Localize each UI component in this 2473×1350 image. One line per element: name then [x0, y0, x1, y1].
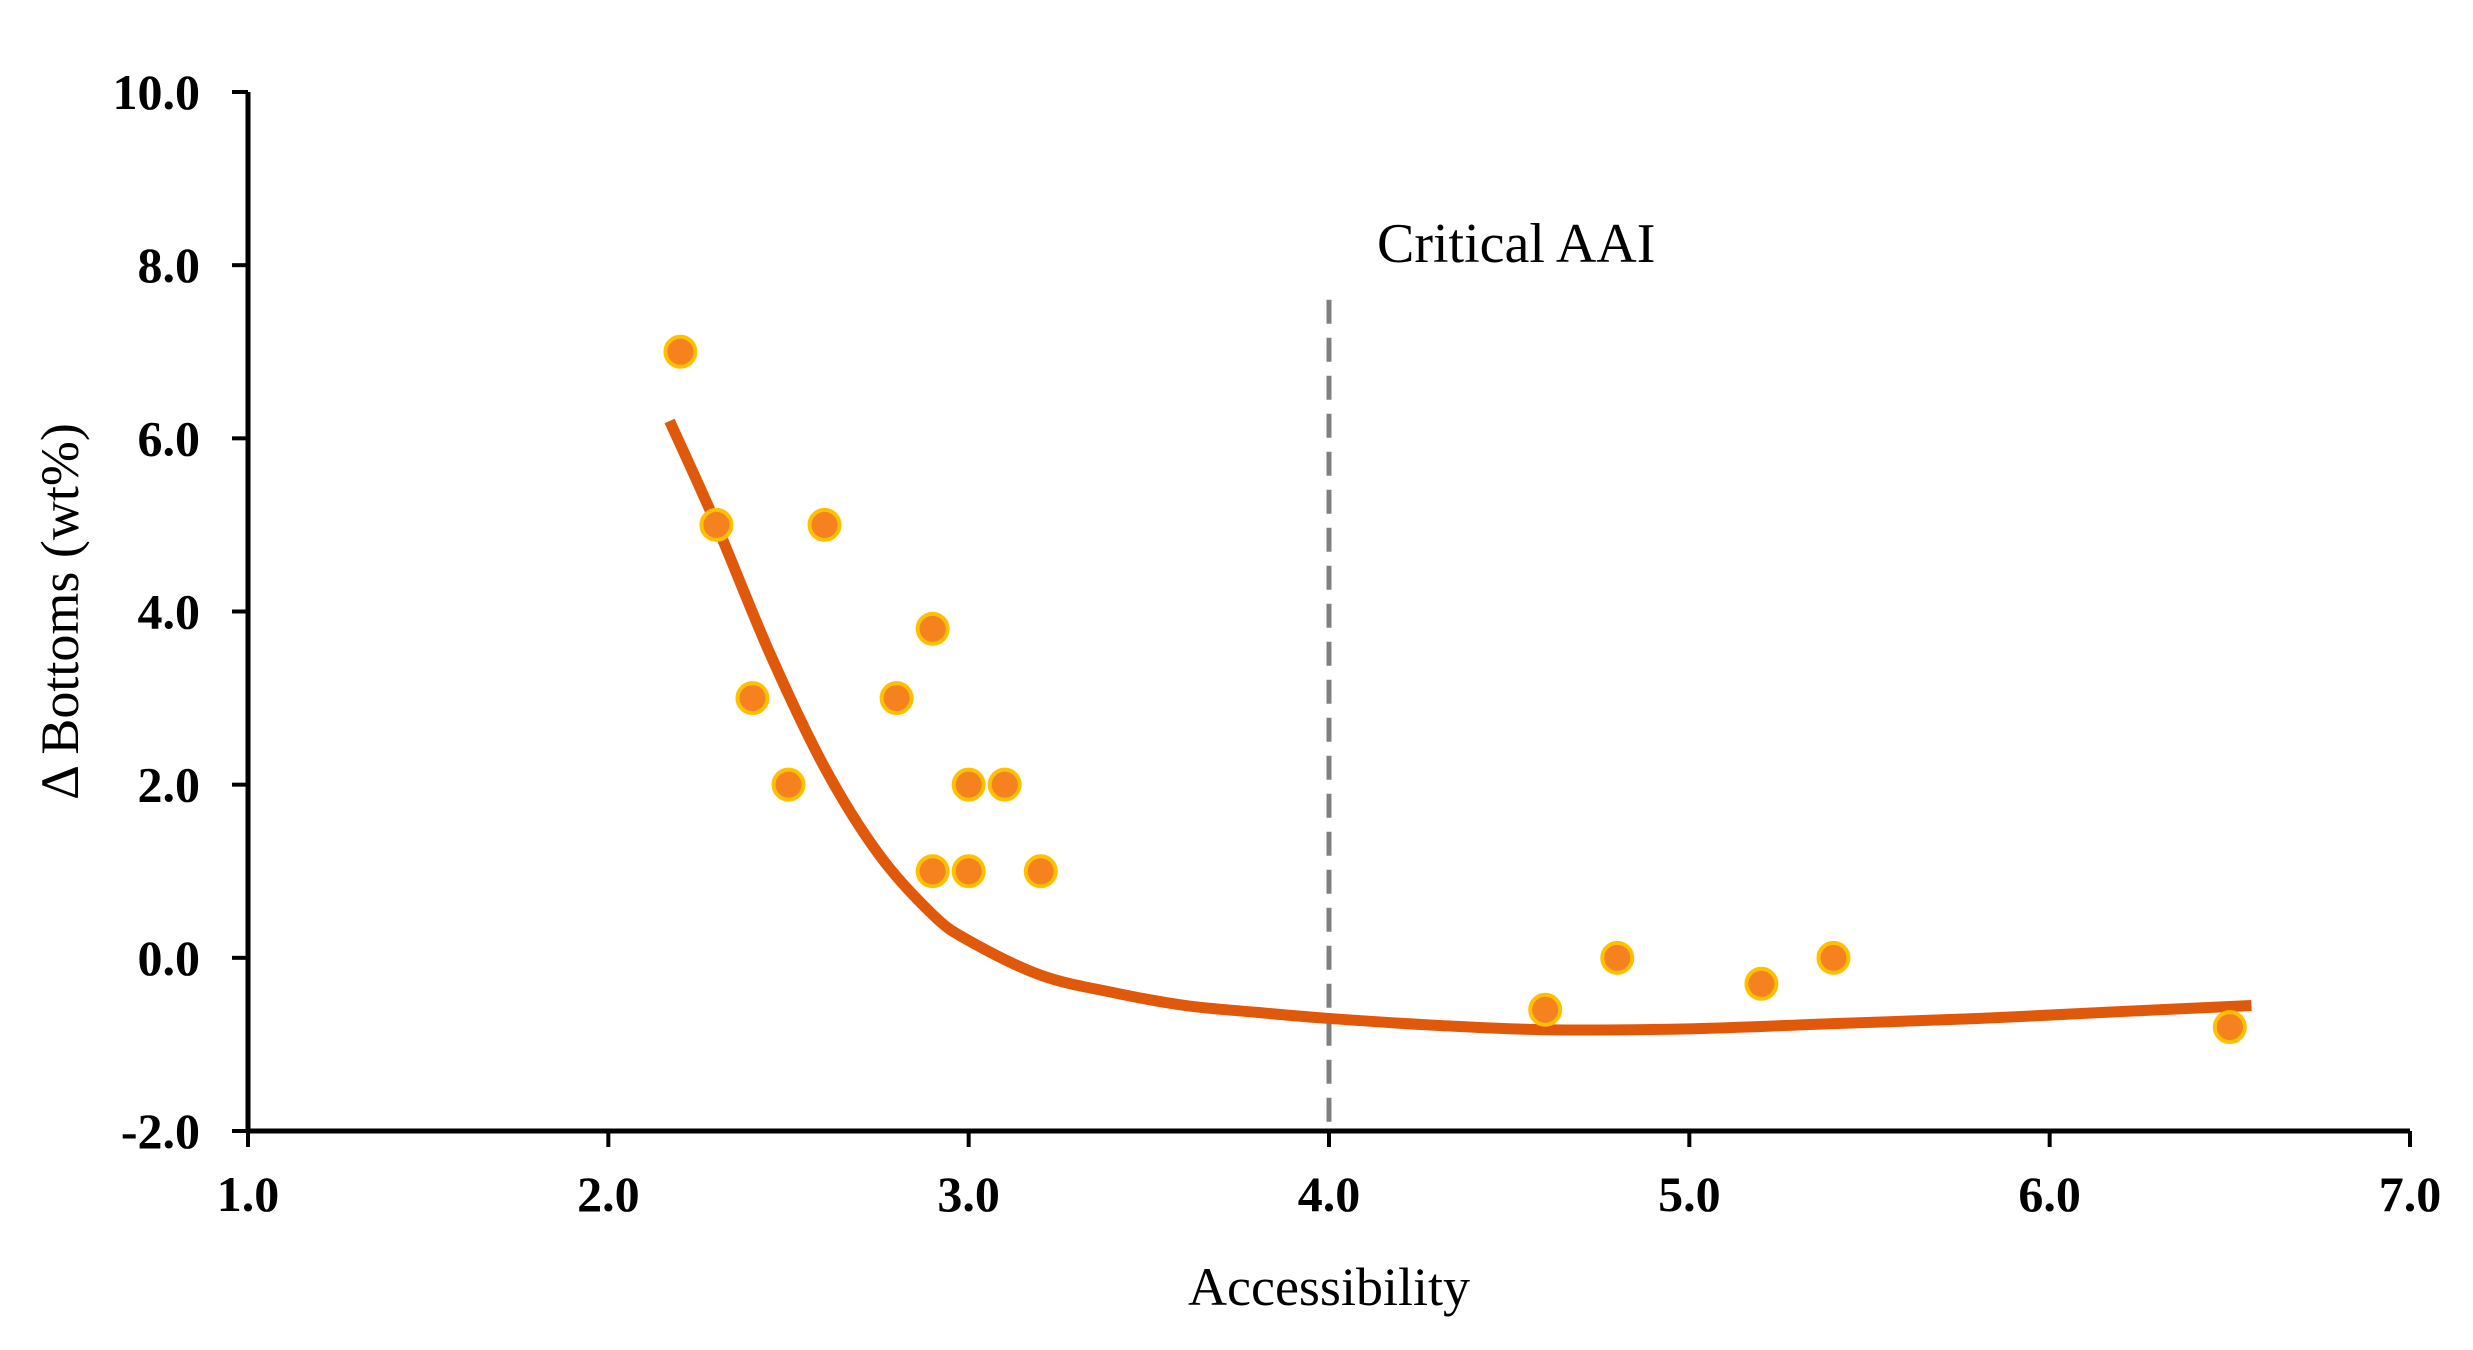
series-points — [663, 334, 2247, 1045]
x-tick-label: 7.0 — [2379, 1166, 2442, 1222]
x-tick-label: 6.0 — [2018, 1166, 2081, 1222]
x-tick-label: 1.0 — [217, 1166, 280, 1222]
data-point — [879, 681, 914, 716]
x-tick-label: 2.0 — [577, 1166, 640, 1222]
x-ticks: 1.0 2.0 3.0 4.0 5.0 6.0 7.0 — [217, 1131, 2442, 1222]
data-point — [915, 854, 950, 889]
data-point — [663, 334, 698, 369]
trend-curve — [664, 418, 2252, 1036]
y-tick-label: 6.0 — [138, 410, 201, 466]
data-point — [771, 767, 806, 802]
data-point — [951, 854, 986, 889]
data-point — [987, 767, 1022, 802]
data-point — [699, 507, 734, 542]
critical-aai-label: Critical AAI — [1377, 213, 1655, 275]
x-axis-title: Accessibility — [1188, 1257, 1470, 1317]
y-tick-label: 10.0 — [113, 64, 201, 120]
y-tick-label: 8.0 — [138, 237, 201, 293]
data-point — [2212, 1010, 2247, 1045]
data-point — [1600, 940, 1635, 975]
y-tick-label: 0.0 — [138, 930, 201, 986]
y-tick-label: 2.0 — [138, 757, 201, 813]
data-point — [807, 507, 842, 542]
data-point — [1816, 940, 1851, 975]
reference-lines: Critical AAI — [1326, 213, 1655, 1131]
data-point — [915, 611, 950, 646]
data-point — [1744, 966, 1779, 1001]
data-point — [1528, 992, 1563, 1027]
x-tick-label: 5.0 — [1658, 1166, 1721, 1222]
data-point — [951, 767, 986, 802]
y-axis-title: Δ Bottoms (wt%) — [30, 423, 90, 800]
x-tick-label: 3.0 — [937, 1166, 1000, 1222]
y-tick-label: -2.0 — [121, 1103, 200, 1159]
y-ticks: -2.0 0.0 2.0 4.0 6.0 8.0 10.0 — [113, 64, 248, 1159]
series-lines — [664, 418, 2252, 1036]
data-point — [735, 681, 770, 716]
x-tick-label: 4.0 — [1298, 1166, 1361, 1222]
y-tick-label: 4.0 — [138, 584, 201, 640]
data-point — [1023, 854, 1058, 889]
